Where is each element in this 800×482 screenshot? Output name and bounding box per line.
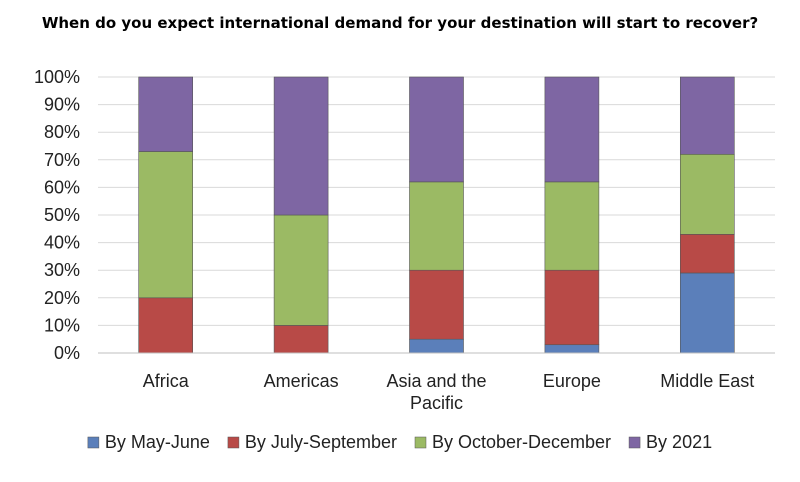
bar-segment bbox=[409, 338, 464, 354]
chart-title: When do you expect international demand … bbox=[41, 14, 759, 32]
bar-segment bbox=[138, 151, 193, 299]
bar-segment bbox=[544, 344, 600, 354]
legend-swatch bbox=[414, 436, 427, 449]
x-tick-label: Asia and the Pacific bbox=[386, 371, 486, 413]
y-tick-label: 40% bbox=[44, 233, 80, 253]
y-tick-label: 60% bbox=[44, 177, 80, 197]
legend-swatch bbox=[628, 436, 641, 449]
x-axis: Africa Americas Asia and the Pacific Europe M… bbox=[98, 352, 775, 413]
y-tick-label: 90% bbox=[44, 95, 80, 115]
y-tick-label: 20% bbox=[44, 288, 80, 308]
bar-segment bbox=[544, 181, 600, 271]
x-tick-label: Middle East bbox=[660, 371, 754, 391]
bar-segment bbox=[409, 76, 464, 183]
bar-segment bbox=[544, 76, 600, 183]
y-axis: 0% 10% 20% 30% 40% 50% 60% 70% 80% 90% 100% bbox=[34, 67, 80, 363]
bar-segment bbox=[679, 234, 735, 274]
legend-label: By October-December bbox=[432, 432, 611, 452]
y-tick-label: 100% bbox=[34, 67, 80, 87]
legend-label: By July-September bbox=[245, 432, 397, 452]
bar-segment bbox=[544, 269, 600, 346]
bar-segment bbox=[679, 153, 735, 235]
bar-segment bbox=[273, 76, 329, 216]
bar-segment bbox=[273, 325, 329, 354]
y-tick-label: 50% bbox=[44, 205, 80, 225]
y-tick-label: 10% bbox=[44, 315, 80, 335]
y-tick-label: 80% bbox=[44, 122, 80, 142]
y-tick-label: 0% bbox=[54, 343, 80, 363]
legend-swatch bbox=[87, 436, 100, 449]
bar-segment bbox=[679, 76, 735, 155]
legend-label: By May-June bbox=[105, 432, 210, 452]
bars bbox=[138, 76, 735, 354]
legend: By May-June By July-September By October-D… bbox=[87, 432, 712, 452]
bar-segment bbox=[409, 181, 464, 271]
x-tick-label: Africa bbox=[143, 371, 190, 391]
y-tick-label: 70% bbox=[44, 150, 80, 170]
bar-segment bbox=[409, 269, 464, 340]
bar-segment bbox=[679, 272, 735, 354]
bar-segment bbox=[138, 76, 193, 152]
y-tick-label: 30% bbox=[44, 260, 80, 280]
x-tick-label: Europe bbox=[543, 371, 601, 391]
legend-label: By 2021 bbox=[646, 432, 712, 452]
bar-segment bbox=[273, 214, 329, 326]
bar-segment bbox=[138, 297, 193, 354]
x-tick-label: Americas bbox=[264, 371, 339, 391]
legend-swatch bbox=[227, 436, 240, 449]
